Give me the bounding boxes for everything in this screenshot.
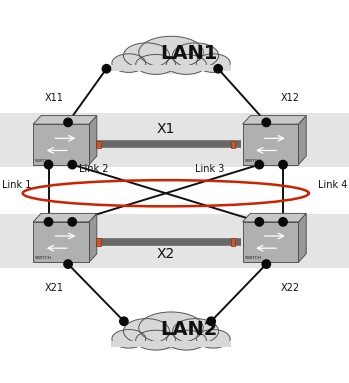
Ellipse shape bbox=[124, 319, 170, 344]
Circle shape bbox=[279, 218, 287, 226]
Ellipse shape bbox=[112, 54, 146, 72]
Polygon shape bbox=[243, 222, 298, 262]
Circle shape bbox=[255, 218, 263, 226]
Ellipse shape bbox=[134, 59, 208, 74]
Polygon shape bbox=[298, 213, 306, 262]
Text: SWITCH: SWITCH bbox=[244, 159, 261, 162]
Circle shape bbox=[262, 118, 270, 127]
Circle shape bbox=[102, 65, 111, 73]
Text: X1: X1 bbox=[157, 122, 175, 136]
Circle shape bbox=[279, 160, 287, 169]
FancyBboxPatch shape bbox=[111, 341, 231, 347]
Circle shape bbox=[44, 218, 53, 226]
Polygon shape bbox=[89, 213, 97, 262]
Text: X2: X2 bbox=[157, 247, 175, 261]
Polygon shape bbox=[33, 213, 97, 222]
Polygon shape bbox=[89, 116, 97, 165]
FancyBboxPatch shape bbox=[231, 238, 235, 246]
Polygon shape bbox=[298, 116, 306, 165]
Ellipse shape bbox=[124, 43, 170, 68]
Polygon shape bbox=[33, 116, 97, 124]
Polygon shape bbox=[33, 222, 89, 262]
Ellipse shape bbox=[112, 329, 146, 348]
FancyBboxPatch shape bbox=[111, 65, 231, 71]
Polygon shape bbox=[243, 124, 298, 165]
Ellipse shape bbox=[196, 329, 230, 348]
Ellipse shape bbox=[172, 319, 218, 344]
Circle shape bbox=[207, 317, 215, 326]
Circle shape bbox=[44, 160, 53, 169]
Ellipse shape bbox=[196, 54, 230, 72]
Ellipse shape bbox=[136, 54, 176, 74]
Text: X12: X12 bbox=[280, 93, 299, 103]
Text: LAN2: LAN2 bbox=[160, 320, 217, 339]
FancyBboxPatch shape bbox=[0, 113, 349, 167]
Circle shape bbox=[68, 160, 76, 169]
Ellipse shape bbox=[139, 36, 203, 68]
Circle shape bbox=[68, 218, 76, 226]
Ellipse shape bbox=[134, 335, 208, 349]
FancyBboxPatch shape bbox=[0, 214, 349, 268]
Ellipse shape bbox=[172, 43, 218, 68]
Ellipse shape bbox=[166, 54, 206, 74]
FancyBboxPatch shape bbox=[231, 141, 235, 148]
Polygon shape bbox=[33, 124, 89, 165]
Text: Link 3: Link 3 bbox=[195, 164, 224, 174]
Text: SWITCH: SWITCH bbox=[35, 256, 52, 260]
Polygon shape bbox=[243, 116, 306, 124]
Ellipse shape bbox=[139, 312, 203, 344]
Circle shape bbox=[120, 317, 128, 326]
FancyBboxPatch shape bbox=[96, 238, 101, 246]
Text: X21: X21 bbox=[44, 283, 63, 293]
Ellipse shape bbox=[136, 330, 176, 350]
Circle shape bbox=[64, 260, 72, 268]
Polygon shape bbox=[243, 213, 306, 222]
Text: Link 1: Link 1 bbox=[2, 180, 31, 190]
Circle shape bbox=[255, 160, 263, 169]
FancyBboxPatch shape bbox=[96, 141, 101, 148]
Text: LAN1: LAN1 bbox=[160, 44, 217, 63]
Text: SWITCH: SWITCH bbox=[35, 159, 52, 162]
Text: X22: X22 bbox=[280, 283, 299, 293]
Circle shape bbox=[64, 118, 72, 127]
Circle shape bbox=[262, 260, 270, 268]
Text: Link 2: Link 2 bbox=[80, 164, 109, 174]
Text: SWITCH: SWITCH bbox=[244, 256, 261, 260]
Ellipse shape bbox=[166, 330, 206, 350]
Text: X11: X11 bbox=[44, 93, 63, 103]
Circle shape bbox=[214, 65, 222, 73]
Text: Link 4: Link 4 bbox=[318, 180, 347, 190]
